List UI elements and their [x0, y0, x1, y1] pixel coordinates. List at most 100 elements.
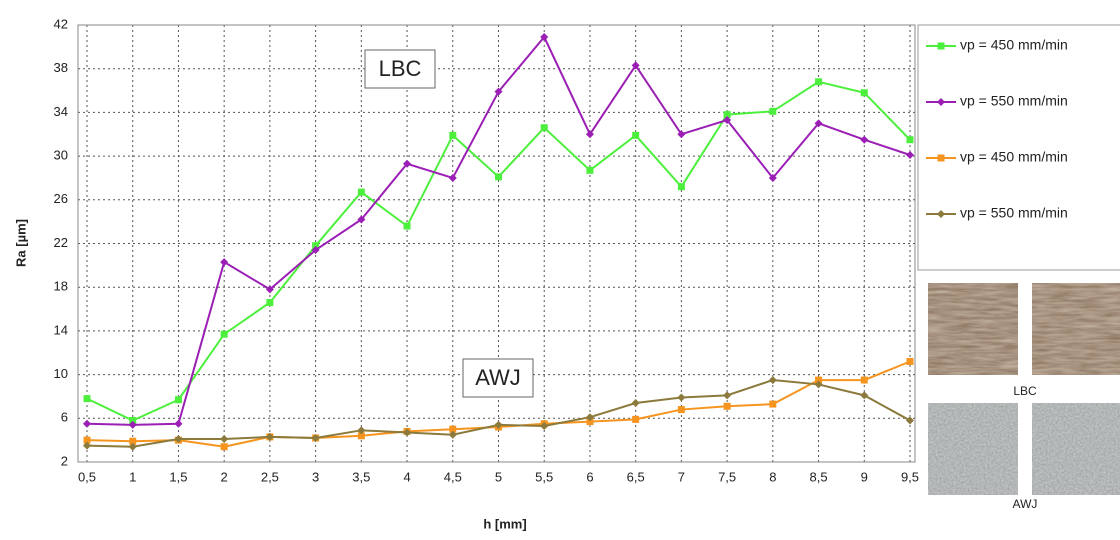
- point: [723, 111, 731, 119]
- x-tick-label: 4,5: [444, 469, 462, 484]
- y-tick-label: 10: [54, 366, 68, 381]
- point: [83, 441, 91, 450]
- point: [906, 357, 914, 365]
- x-tick-label: 7,5: [718, 469, 736, 484]
- point: [585, 413, 594, 422]
- y-tick-label: 30: [54, 148, 68, 163]
- x-tick-label: 2: [221, 469, 228, 484]
- awj-450-texture: [928, 403, 1018, 495]
- point: [265, 285, 274, 294]
- x-axis-label: h [mm]: [483, 516, 526, 531]
- x-tick-label: 6,5: [627, 469, 645, 484]
- point: [83, 395, 91, 403]
- point: [357, 426, 366, 435]
- legend-label: vp = 450 mm/min: [960, 149, 1068, 165]
- y-tick-label: 42: [54, 16, 68, 31]
- annotation-box: [462, 358, 534, 398]
- point: [723, 391, 732, 400]
- point: [403, 428, 412, 437]
- point: [448, 430, 457, 439]
- point: [677, 406, 685, 414]
- point: [631, 61, 640, 70]
- point: [174, 396, 182, 404]
- y-tick-label: 26: [54, 191, 68, 206]
- point: [723, 402, 731, 410]
- x-tick-label: 3: [312, 469, 319, 484]
- point: [860, 391, 869, 400]
- point: [677, 183, 685, 191]
- point: [403, 222, 411, 230]
- point: [220, 443, 228, 451]
- point: [128, 420, 137, 429]
- point: [937, 98, 945, 106]
- point: [174, 435, 183, 444]
- annotation: AWJ: [475, 365, 521, 390]
- point: [174, 419, 183, 428]
- point: [860, 376, 868, 384]
- point: [449, 131, 457, 139]
- point: [937, 154, 945, 162]
- point: [494, 420, 503, 429]
- y-tick-label: 2: [61, 453, 68, 468]
- lbc-450-texture: [928, 283, 1018, 375]
- point: [677, 130, 686, 139]
- plot-border: [77, 24, 916, 463]
- x-tick-label: 5: [495, 469, 502, 484]
- legend-box: [917, 24, 1120, 271]
- point: [83, 419, 91, 428]
- legend-label: vp = 550 mm/min: [960, 205, 1068, 221]
- x-tick-label: 4: [403, 469, 410, 484]
- annotation-box: [364, 49, 436, 89]
- x-tick-label: 9,5: [901, 469, 919, 484]
- point: [220, 258, 229, 267]
- point: [266, 298, 274, 306]
- point: [768, 173, 777, 182]
- x-tick-label: 7: [678, 469, 685, 484]
- point: [723, 116, 732, 125]
- x-tick-label: 3,5: [352, 469, 370, 484]
- x-tick-label: 9: [861, 469, 868, 484]
- point: [585, 130, 594, 139]
- point: [937, 210, 945, 218]
- point: [906, 416, 914, 425]
- point: [495, 173, 502, 181]
- inset-row-label: AWJ: [1013, 497, 1038, 511]
- annotation: LBC: [379, 56, 422, 81]
- point: [677, 393, 686, 402]
- series: [83, 78, 914, 424]
- x-tick-label: 5,5: [535, 469, 553, 484]
- y-tick-label: 22: [54, 235, 68, 250]
- y-tick-label: 38: [54, 60, 68, 75]
- point: [220, 330, 228, 338]
- point: [540, 421, 549, 430]
- point: [540, 124, 548, 132]
- point: [906, 136, 914, 144]
- x-tick-label: 2,5: [261, 469, 279, 484]
- point: [265, 432, 274, 441]
- point: [312, 242, 320, 250]
- point: [220, 435, 229, 444]
- point: [494, 87, 503, 96]
- x-tick-label: 8: [769, 469, 776, 484]
- point: [448, 173, 457, 182]
- inset-images: [928, 283, 1120, 495]
- point: [128, 442, 137, 451]
- point: [631, 399, 640, 408]
- y-tick-label: 6: [61, 410, 68, 425]
- point: [540, 33, 549, 42]
- point: [815, 78, 823, 86]
- point: [129, 437, 137, 445]
- point: [906, 151, 914, 160]
- point: [769, 400, 777, 408]
- point: [586, 418, 594, 426]
- point: [937, 42, 945, 50]
- point: [769, 107, 777, 115]
- point: [815, 376, 823, 384]
- point: [814, 119, 823, 128]
- y-axis-label: Ra [µm]: [13, 219, 28, 267]
- x-tick-label: 8,5: [810, 469, 828, 484]
- point: [357, 188, 365, 196]
- y-tick-label: 18: [54, 279, 68, 294]
